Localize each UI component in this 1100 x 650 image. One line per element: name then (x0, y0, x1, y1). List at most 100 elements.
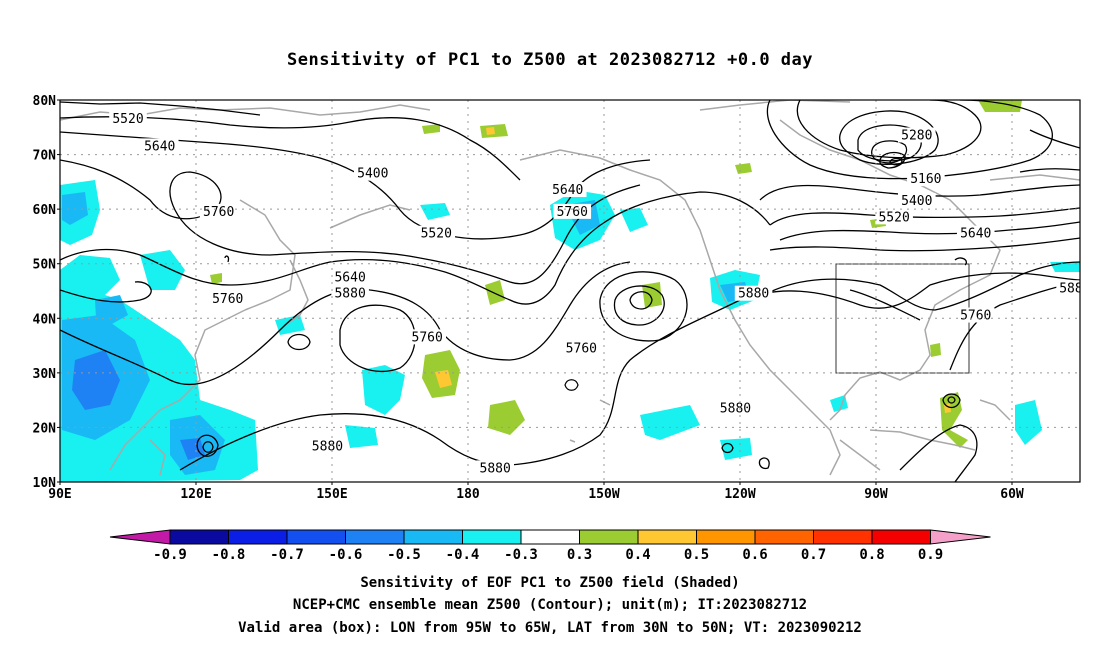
colorbar: -0.9 -0.8 -0.7 -0.6 -0.5 -0.4 -0.3 0.3 0.4 0.5 0.6… (109, 529, 991, 563)
contour-label-bg (907, 171, 945, 187)
colorbar-swatch (286, 529, 346, 545)
contour-label-bg (199, 203, 238, 219)
contour-label: 5760 (956, 307, 995, 324)
contour-label-text: 5640 (552, 183, 583, 198)
sensitivity-shading-positive-strong (435, 127, 951, 413)
lon-tick-label: 150W (588, 487, 619, 502)
colorbar-swatch (169, 529, 229, 545)
colorbar-swatch (754, 529, 814, 545)
sensitivity-shading-negative-core (72, 350, 205, 460)
contour-label-text: 5280 (901, 128, 932, 143)
sensitivity-shading-positive (210, 100, 1022, 448)
contour-label: 5640 (956, 225, 995, 242)
contour-label: 5640 (331, 269, 369, 285)
contour-label: 5760 (208, 291, 247, 307)
contour-label-text: 5880 (480, 461, 511, 476)
contour-label-bg (308, 438, 347, 454)
colorbar-swatch (579, 529, 639, 545)
contour-label-bg (331, 285, 369, 301)
contour-label-bg (875, 209, 913, 225)
contour-label-text: 5760 (557, 205, 588, 220)
contour-label-bg (562, 340, 601, 356)
colorbar-label: -0.9 (153, 547, 187, 563)
contour-label-bg (476, 460, 514, 476)
colorbar-label: -0.7 (270, 547, 304, 563)
contour-label-text: 5640 (144, 139, 175, 154)
contour-label-text: 5160 (910, 172, 941, 187)
lat-tick-label: 50N (33, 258, 57, 273)
colorbar-label: 0.4 (625, 547, 650, 563)
contour-label-text: 5760 (412, 330, 443, 345)
lat-tick-label: 70N (33, 149, 57, 164)
contour-label-text: 5760 (566, 341, 597, 356)
contour-label-bg (408, 329, 446, 345)
colorbar-label: -0.4 (446, 547, 480, 563)
map-frame (59, 99, 1081, 483)
contour-label-bg (553, 203, 592, 219)
lon-tick-label: 120W (724, 487, 755, 502)
colorbar-label: -0.6 (329, 547, 363, 563)
contour-label-text: 5880 (720, 401, 751, 416)
contour-label: 5760 (199, 203, 238, 220)
lon-tick-label: 150E (316, 487, 347, 502)
contour-label-text: 5520 (112, 112, 143, 127)
colorbar-label: 0.8 (859, 547, 884, 563)
contour-label-bg (109, 111, 147, 127)
contour-label: 5880 (734, 285, 773, 302)
contour-label-bg (331, 269, 369, 285)
contour-label-bg (956, 307, 995, 323)
contour-label-bg (548, 182, 587, 198)
contour-label: 5520 (417, 225, 456, 242)
colorbar-swatch (696, 529, 756, 545)
contour-label-bg (208, 291, 247, 307)
contour-label: 5760 (408, 329, 446, 345)
caption-contour: NCEP+CMC ensemble mean Z500 (Contour); u… (292, 597, 808, 613)
graticule (60, 100, 1080, 482)
contour-label: 5400 (898, 192, 936, 209)
contour-label-bg (898, 192, 936, 208)
contour-label: 5160 (907, 171, 945, 187)
contour-label-bg (734, 285, 773, 301)
caption-shading: Sensitivity of EOF PC1 to Z500 field (Sh… (360, 575, 740, 591)
contour-label-text: 5880 (312, 440, 343, 455)
colorbar-label: -0.5 (387, 547, 421, 563)
contour-label-text: 5880 (334, 287, 365, 302)
colorbar-label: 0.6 (742, 547, 767, 563)
contour-label-text: 5760 (203, 205, 234, 220)
contour-label-text: 5400 (901, 194, 932, 209)
contour-label-text: 5640 (334, 270, 365, 285)
colorbar-triangle-high (930, 529, 991, 545)
contour-label: 5640 (140, 138, 179, 154)
contour-label: 5760 (562, 340, 601, 356)
contour-label: 5280 (898, 127, 936, 143)
lat-tick-label: 20N (33, 421, 57, 436)
lat-tick-label: 30N (33, 367, 57, 382)
lat-tick-label: 80N (33, 94, 57, 109)
contour-label-bg (417, 225, 456, 241)
contour-label: 5880 (716, 400, 755, 416)
colorbar-label: 0.3 (567, 547, 592, 563)
colorbar-swatch (403, 529, 463, 545)
lon-tick-label: 90E (48, 487, 71, 502)
colorbar-label: 0.5 (684, 547, 709, 563)
contour-label-bg (140, 138, 179, 154)
contour-label-text: 5760 (960, 309, 991, 324)
contour-label: 5880 (476, 460, 514, 476)
contour-label-text: 5760 (212, 292, 243, 307)
contour-label-bg (1056, 280, 1080, 296)
lon-tick-label: 180 (456, 487, 480, 502)
colorbar-swatch (228, 529, 288, 545)
colorbar-triangle-low (109, 529, 171, 545)
contour-label-bg (956, 225, 995, 241)
contour-label: 5520 (109, 111, 147, 127)
contour-label-text: 5520 (421, 227, 452, 242)
colorbar-swatch (871, 529, 931, 545)
contour-label-text: 5400 (357, 167, 388, 182)
colorbar-label: 0.9 (918, 547, 943, 563)
contour-label: 5880 (331, 285, 369, 302)
colorbar-swatch (520, 529, 580, 545)
lon-tick-label: 90W (864, 487, 888, 502)
colorbar-swatch (345, 529, 405, 545)
lat-tick-label: 40N (33, 312, 57, 327)
